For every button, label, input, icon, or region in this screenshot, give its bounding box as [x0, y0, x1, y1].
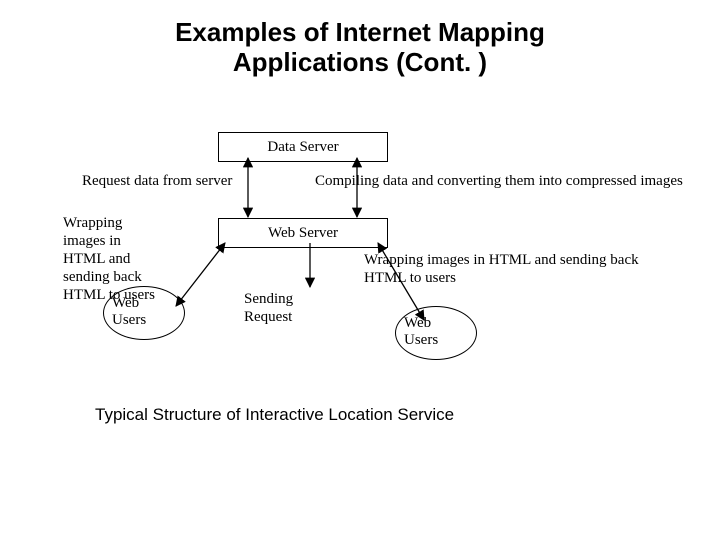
- label-compiling: Compiling data and converting them into …: [315, 172, 683, 190]
- node-web-users-right-label: WebUsers: [404, 315, 438, 350]
- caption-text: Typical Structure of Interactive Locatio…: [95, 405, 454, 424]
- label-sending-request: SendingRequest: [244, 290, 293, 326]
- label-request-data: Request data from server: [82, 172, 232, 190]
- diagram-stage: Examples of Internet Mapping Application…: [0, 0, 720, 540]
- node-web-server: Web Server: [218, 218, 388, 248]
- node-data-server: Data Server: [218, 132, 388, 162]
- node-web-users-right: WebUsers: [395, 306, 477, 360]
- diagram-caption: Typical Structure of Interactive Locatio…: [95, 405, 454, 425]
- title-line2: Applications (Cont. ): [233, 47, 487, 77]
- title-line1: Examples of Internet Mapping: [175, 17, 545, 47]
- slide-title: Examples of Internet Mapping Application…: [0, 18, 720, 78]
- label-wrapping-left: Wrappingimages inHTML andsending backHTM…: [63, 214, 155, 304]
- label-wrapping-right: Wrapping images in HTML and sending back…: [364, 251, 639, 287]
- node-data-server-label: Data Server: [267, 139, 338, 155]
- node-web-server-label: Web Server: [268, 225, 338, 241]
